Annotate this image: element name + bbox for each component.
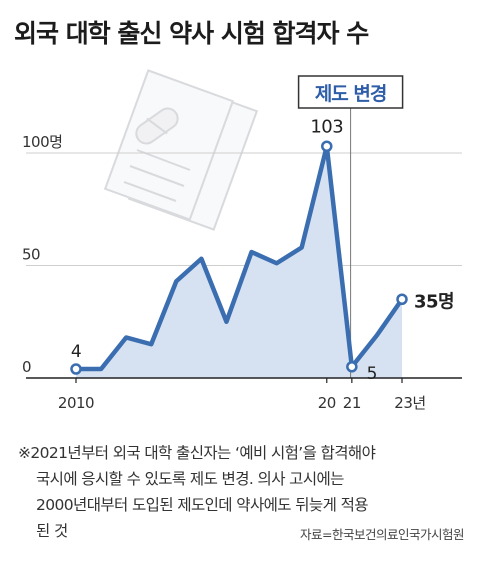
data-label: 35명: [414, 291, 454, 312]
footnote: ※2021년부터 외국 대학 출신자는 ‘예비 시험’을 합격해야 국시에 응시…: [18, 440, 468, 544]
x-tick-label: 21: [343, 394, 361, 412]
data-point: [346, 361, 358, 373]
data-point: [396, 293, 408, 305]
chart-area: 제도 변경 0 50 100명 2010 20 21 23년 4 103 5 35명: [22, 69, 462, 412]
document-pill-illustration: [103, 69, 259, 231]
x-tick-label: 20: [318, 394, 336, 412]
data-label: 5: [367, 364, 377, 384]
data-label: 103: [310, 116, 343, 137]
x-tick-label: 2010: [58, 394, 94, 412]
y-tick-label: 50: [22, 246, 40, 264]
x-tick-label: 23년: [394, 394, 425, 412]
annotation-label: 제도 변경: [315, 83, 387, 105]
annotation-box: [297, 75, 404, 109]
footnote-line: 국시에 응시할 수 있도록 제도 변경. 의사 고시에는: [36, 470, 344, 488]
y-tick-label: 100명: [22, 133, 62, 151]
data-label: 4: [71, 342, 81, 362]
footnote-line: 2000년대부터 도입된 제도인데 약사에도 뒤늦게 적용: [36, 496, 368, 514]
footnote-line: 된 것: [36, 522, 68, 540]
data-point: [70, 363, 82, 375]
chart-title: 외국 대학 출신 약사 시험 합격자 수: [14, 19, 369, 48]
footnote-line: ※2021년부터 외국 대학 출신자는 ‘예비 시험’을 합격해야: [18, 444, 376, 462]
y-tick-label: 0: [22, 358, 31, 376]
series-line: [73, 144, 405, 372]
data-point: [321, 140, 333, 152]
series-area: [76, 146, 402, 378]
source-credit: 자료=한국보건의료인국가시험원: [300, 527, 464, 542]
